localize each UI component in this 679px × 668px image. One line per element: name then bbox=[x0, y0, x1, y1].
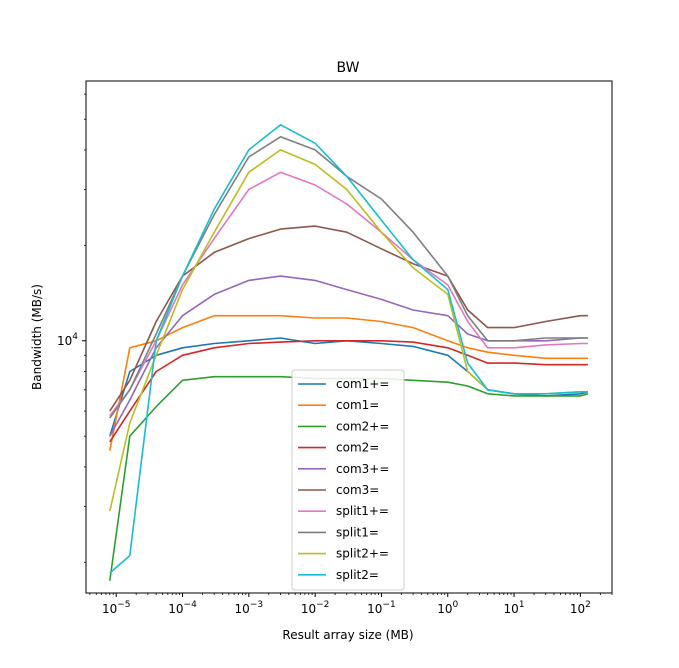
x-tick-label: 10−4 bbox=[168, 600, 197, 616]
legend-label: com3+= bbox=[336, 462, 389, 476]
legend-label: split2+= bbox=[336, 547, 389, 561]
y-axis-label: Bandwidth (MB/s) bbox=[30, 284, 44, 390]
x-tick-label: 101 bbox=[504, 600, 525, 616]
x-tick-label: 10−5 bbox=[102, 600, 131, 616]
legend-label: com1= bbox=[336, 398, 379, 412]
series-line-1 bbox=[109, 314, 588, 451]
series-line-5 bbox=[109, 225, 588, 412]
legend-label: split1= bbox=[336, 525, 379, 539]
y-axis-ticks: 104 bbox=[57, 93, 86, 563]
y-tick-label: 104 bbox=[57, 332, 78, 348]
series-line-6 bbox=[109, 171, 588, 417]
legend-label: com1+= bbox=[336, 377, 389, 391]
legend-label: split1+= bbox=[336, 504, 389, 518]
legend-label: com2= bbox=[336, 441, 379, 455]
legend: com1+= com1= com2+= com2= com3+= com3= split1+… bbox=[291, 369, 405, 591]
x-axis-label: Result array size (MB) bbox=[282, 628, 413, 642]
legend-label: com2+= bbox=[336, 419, 389, 433]
x-tick-label: 10−3 bbox=[235, 600, 264, 616]
x-tick-label: 100 bbox=[437, 600, 458, 616]
x-tick-label: 102 bbox=[570, 600, 591, 616]
chart-title: BW bbox=[337, 60, 360, 76]
series-line-9 bbox=[109, 124, 588, 574]
x-tick-label: 10−1 bbox=[367, 600, 396, 616]
legend-label: split2= bbox=[336, 568, 379, 582]
x-axis-ticks: 10−5 10−4 10−3 10−2 10−1 100 101 102 bbox=[89, 593, 613, 616]
legend-box bbox=[291, 369, 405, 591]
legend-label: com3= bbox=[336, 483, 379, 497]
series-line-3 bbox=[109, 339, 588, 443]
x-tick-label: 10−2 bbox=[301, 600, 330, 616]
plot-frame bbox=[85, 80, 613, 594]
